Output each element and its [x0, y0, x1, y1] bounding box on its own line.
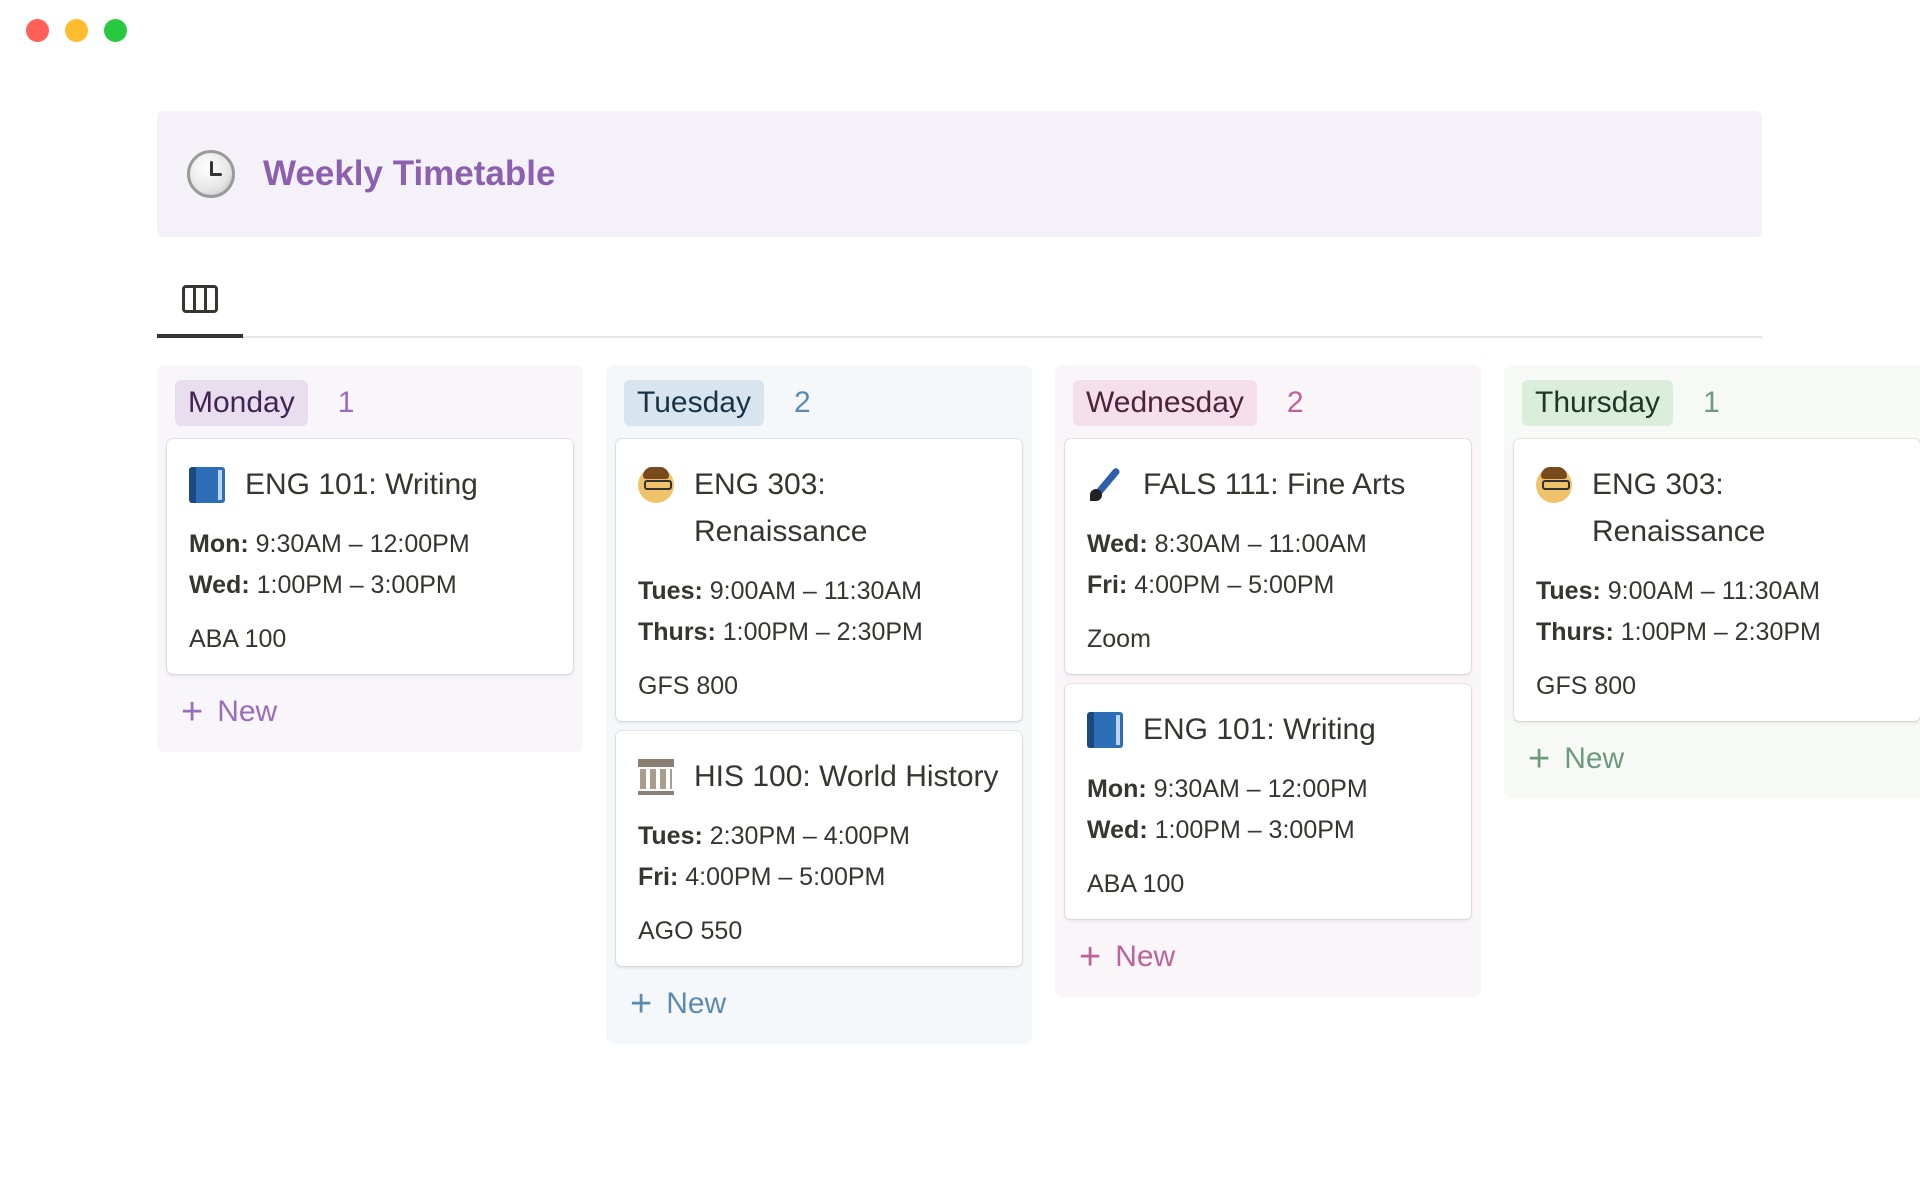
card-count: 1: [1703, 385, 1720, 419]
time-range: 1:00PM – 2:30PM: [1620, 618, 1821, 646]
new-card-button[interactable]: + New: [616, 976, 1022, 1032]
time-day: Mon:: [1087, 775, 1147, 803]
time-range: 4:00PM – 5:00PM: [685, 863, 886, 891]
paintbrush-icon: [1087, 467, 1123, 503]
card-times: Wed: 8:30AM – 11:00AM Fri: 4:00PM – 5:00…: [1087, 524, 1449, 606]
card-title: FALS 111: Fine Arts: [1143, 468, 1406, 501]
column-header[interactable]: Thursday 1: [1514, 375, 1920, 430]
card-times: Mon: 9:30AM – 12:00PM Wed: 1:00PM – 3:00…: [1087, 769, 1449, 851]
board: Monday 1 ENG 101: Writing Mon: 9:30AM – …: [157, 365, 1920, 1200]
blue-book-icon: [1087, 712, 1123, 748]
plus-icon: +: [181, 691, 204, 733]
class-card[interactable]: ENG 101: Writing Mon: 9:30AM – 12:00PM W…: [167, 439, 573, 674]
time-range: 1:00PM – 2:30PM: [722, 618, 923, 646]
minimize-window-button[interactable]: [65, 19, 88, 42]
teacher-icon: [1536, 467, 1572, 503]
maximize-window-button[interactable]: [104, 19, 127, 42]
time-day: Fri:: [638, 863, 679, 891]
blue-book-icon: [189, 467, 225, 503]
new-label: New: [1564, 742, 1625, 775]
class-card[interactable]: ENG 101: Writing Mon: 9:30AM – 12:00PM W…: [1065, 684, 1471, 919]
time-day: Thurs:: [1536, 618, 1614, 646]
view-tabs: [157, 264, 1762, 338]
time-range: 1:00PM – 3:00PM: [256, 571, 457, 599]
classical-building-icon: [638, 759, 674, 795]
plus-icon: +: [1079, 936, 1102, 978]
page-header: Weekly Timetable: [157, 111, 1762, 237]
plus-icon: +: [630, 983, 653, 1025]
time-range: 1:00PM – 3:00PM: [1154, 816, 1355, 844]
column-tuesday: Tuesday 2 ENG 303: Renaissance Tues: 9:0…: [606, 365, 1032, 1044]
new-label: New: [666, 987, 727, 1020]
time-day: Mon:: [189, 530, 249, 558]
card-room: ABA 100: [189, 625, 287, 653]
teacher-icon: [638, 467, 674, 503]
new-card-button[interactable]: + New: [1065, 929, 1471, 985]
column-header[interactable]: Tuesday 2: [616, 375, 1022, 430]
time-day: Fri:: [1087, 571, 1128, 599]
new-label: New: [217, 695, 278, 728]
column-wednesday: Wednesday 2 FALS 111: Fine Arts Wed: 8:3…: [1055, 365, 1481, 997]
time-range: 9:30AM – 12:00PM: [1153, 775, 1368, 803]
new-label: New: [1115, 940, 1176, 973]
card-times: Tues: 9:00AM – 11:30AM Thurs: 1:00PM – 2…: [638, 571, 1000, 653]
close-window-button[interactable]: [26, 19, 49, 42]
time-day: Tues:: [638, 822, 703, 850]
board-view-icon: [182, 285, 218, 313]
day-label: Monday: [175, 379, 308, 426]
time-day: Tues:: [1536, 577, 1601, 605]
day-label: Wednesday: [1073, 379, 1257, 426]
column-thursday: Thursday 1 ENG 303: Renaissance Tues: 9:…: [1504, 365, 1920, 799]
time-day: Wed:: [189, 571, 250, 599]
card-title: ENG 303: Renaissance: [1592, 468, 1766, 548]
class-card[interactable]: ENG 303: Renaissance Tues: 9:00AM – 11:3…: [616, 439, 1022, 721]
time-day: Tues:: [638, 577, 703, 605]
class-card[interactable]: FALS 111: Fine Arts Wed: 8:30AM – 11:00A…: [1065, 439, 1471, 674]
column-header[interactable]: Wednesday 2: [1065, 375, 1471, 430]
time-day: Wed:: [1087, 530, 1148, 558]
page-title[interactable]: Weekly Timetable: [263, 154, 556, 193]
card-count: 2: [1286, 385, 1304, 419]
card-times: Tues: 2:30PM – 4:00PM Fri: 4:00PM – 5:00…: [638, 816, 1000, 898]
time-range: 9:00AM – 11:30AM: [1607, 577, 1820, 605]
time-range: 9:00AM – 11:30AM: [709, 577, 922, 605]
plus-icon: +: [1528, 738, 1551, 780]
card-times: Mon: 9:30AM – 12:00PM Wed: 1:00PM – 3:00…: [189, 524, 551, 606]
new-card-button[interactable]: + New: [167, 684, 573, 740]
card-title: ENG 101: Writing: [1143, 713, 1376, 746]
column-monday: Monday 1 ENG 101: Writing Mon: 9:30AM – …: [157, 365, 583, 752]
card-room: AGO 550: [638, 917, 743, 945]
card-title: HIS 100: World History: [694, 760, 999, 793]
window-controls: [26, 19, 127, 42]
day-label: Tuesday: [624, 379, 764, 426]
card-times: Tues: 9:00AM – 11:30AM Thurs: 1:00PM – 2…: [1536, 571, 1898, 653]
new-card-button[interactable]: + New: [1514, 731, 1920, 787]
card-room: GFS 800: [1536, 672, 1637, 700]
time-range: 8:30AM – 11:00AM: [1154, 530, 1367, 558]
column-header[interactable]: Monday 1: [167, 375, 573, 430]
class-card[interactable]: ENG 303: Renaissance Tues: 9:00AM – 11:3…: [1514, 439, 1920, 721]
time-range: 2:30PM – 4:00PM: [709, 822, 910, 850]
card-title: ENG 303: Renaissance: [694, 468, 868, 548]
time-range: 9:30AM – 12:00PM: [255, 530, 470, 558]
time-range: 4:00PM – 5:00PM: [1134, 571, 1335, 599]
day-label: Thursday: [1522, 379, 1674, 426]
card-room: Zoom: [1087, 625, 1151, 653]
time-day: Wed:: [1087, 816, 1148, 844]
card-count: 2: [793, 385, 811, 419]
card-room: ABA 100: [1087, 870, 1185, 898]
card-room: GFS 800: [638, 672, 739, 700]
time-day: Thurs:: [638, 618, 716, 646]
board-view-tab[interactable]: [157, 264, 243, 338]
card-count: 1: [337, 385, 355, 419]
card-title: ENG 101: Writing: [245, 468, 478, 501]
class-card[interactable]: HIS 100: World History Tues: 2:30PM – 4:…: [616, 731, 1022, 966]
clock-icon[interactable]: [187, 150, 235, 198]
